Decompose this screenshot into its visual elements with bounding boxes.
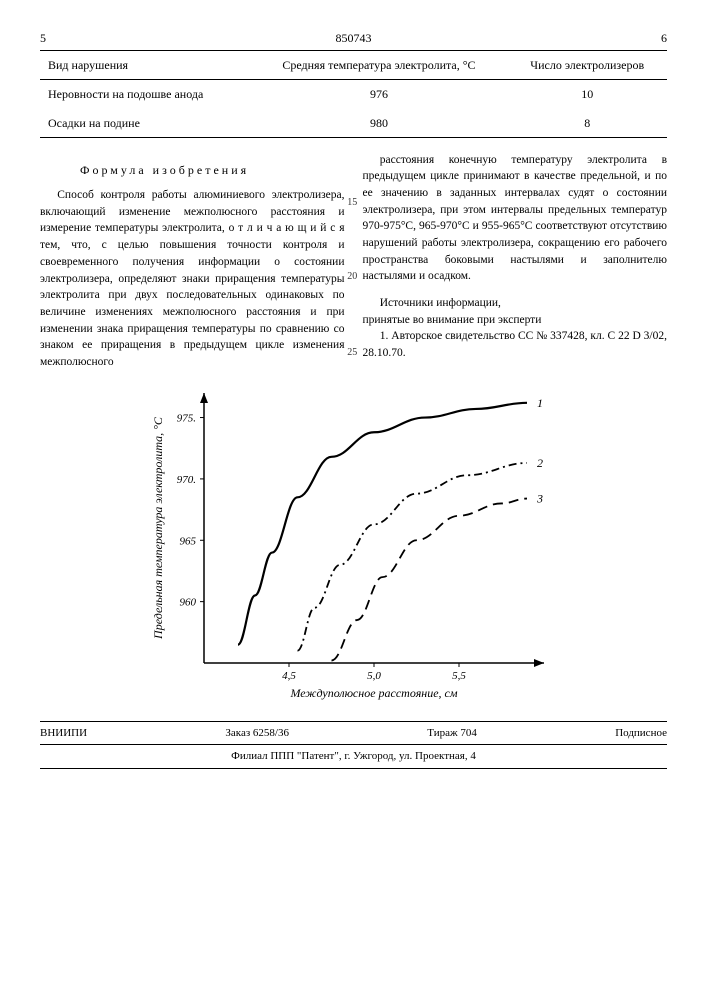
footer-order: Заказ 6258/36 <box>225 726 289 741</box>
svg-text:2: 2 <box>537 455 543 469</box>
patent-number: 850743 <box>336 30 372 46</box>
page-num-left: 5 <box>40 30 46 46</box>
left-column: Формула изобретения Способ контроля рабо… <box>40 152 345 371</box>
cell: 8 <box>507 109 667 138</box>
table-row: Неровности на подошве анода 976 10 <box>40 80 667 109</box>
formula-title: Формула изобретения <box>80 162 345 179</box>
svg-text:3: 3 <box>536 491 543 505</box>
footer-line-2: Филиал ППП "Патент", г. Ужгород, ул. Про… <box>40 745 667 769</box>
svg-text:Междуполюсное расстояние, см: Междуполюсное расстояние, см <box>289 686 457 700</box>
footer: ВНИИПИ Заказ 6258/36 Тираж 704 Подписное… <box>40 721 667 770</box>
footer-line-1: ВНИИПИ Заказ 6258/36 Тираж 704 Подписное <box>40 721 667 746</box>
cell: 980 <box>250 109 507 138</box>
sources-item: 1. Авторское свидетельство СС № 337428, … <box>363 328 668 361</box>
claim-text-cont: расстояния конечную температуру электрол… <box>363 152 668 285</box>
line-number: 20 <box>347 270 357 284</box>
line-number: 15 <box>347 196 357 210</box>
right-column: расстояния конечную температуру электрол… <box>363 152 668 371</box>
cell: Неровности на подошве анода <box>40 80 250 109</box>
table-header-row: Вид нарушения Средняя температура электр… <box>40 51 667 80</box>
footer-org: ВНИИПИ <box>40 726 87 741</box>
body-columns: Формула изобретения Способ контроля рабо… <box>40 152 667 371</box>
cell: 976 <box>250 80 507 109</box>
svg-text:965: 965 <box>179 535 196 547</box>
footer-tirazh: Тираж 704 <box>427 726 477 741</box>
footer-branch: Филиал ППП "Патент", г. Ужгород, ул. Про… <box>231 750 476 762</box>
page-header: 5 850743 6 <box>40 30 667 46</box>
svg-text:Предельная температура электро: Предельная температура электролита, °C <box>151 416 165 640</box>
col-header: Вид нарушения <box>40 51 250 80</box>
sources-title: Источники информации, принятые во вниман… <box>363 295 668 328</box>
line-number: 25 <box>347 346 357 360</box>
temperature-chart: 960 965 970. 975. 4,5 5,0 5,5 Междуполюсное рас… <box>144 383 564 703</box>
svg-text:5,0: 5,0 <box>367 670 381 682</box>
chart-container: 960 965 970. 975. 4,5 5,0 5,5 Междуполюсное рас… <box>40 383 667 703</box>
col-header: Средняя температура электролита, °C <box>250 51 507 80</box>
table-row: Осадки на подине 980 8 <box>40 109 667 138</box>
svg-text:975.: 975. <box>176 412 195 424</box>
footer-sign: Подписное <box>615 726 667 741</box>
cell: 10 <box>507 80 667 109</box>
col-header: Число электролизеров <box>507 51 667 80</box>
page-num-right: 6 <box>661 30 667 46</box>
cell: Осадки на подине <box>40 109 250 138</box>
data-table: Вид нарушения Средняя температура электр… <box>40 50 667 138</box>
svg-text:960: 960 <box>179 596 196 608</box>
svg-text:4,5: 4,5 <box>282 670 296 682</box>
svg-text:970.: 970. <box>176 473 195 485</box>
claim-text: Способ контроля работы алюминиевого элек… <box>40 187 345 370</box>
svg-text:1: 1 <box>537 395 543 409</box>
svg-text:5,5: 5,5 <box>452 670 466 682</box>
